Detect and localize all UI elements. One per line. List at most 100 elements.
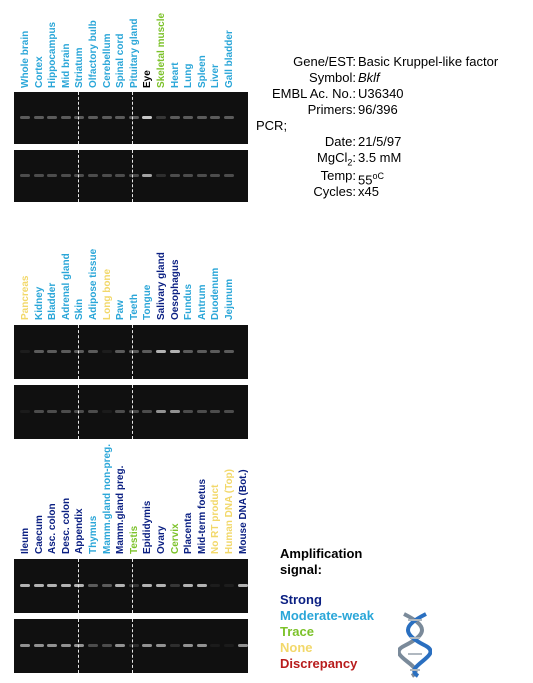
- signal-legend: Amplification signal: Strong Moderate-we…: [280, 546, 374, 672]
- dna-helix-icon: [398, 612, 432, 678]
- lane-divider: [78, 325, 79, 379]
- gel-band: [142, 116, 153, 119]
- lane-label: Ileum: [20, 527, 31, 554]
- lane-label: Heart: [169, 62, 181, 88]
- lane-label: Adipose tissue: [88, 248, 99, 320]
- lane-divider: [132, 92, 133, 144]
- gel-band: [20, 350, 30, 353]
- gel-band: [74, 644, 85, 647]
- lane-label: Eye: [142, 70, 154, 88]
- gel-band: [74, 584, 85, 587]
- gel-band: [74, 116, 85, 119]
- gel-band: [224, 116, 234, 119]
- gel-band: [196, 584, 207, 587]
- temp-value-unit: oC: [372, 171, 384, 181]
- mgcl-key: MgCl2:: [317, 149, 356, 172]
- gel-band: [156, 584, 166, 587]
- gel-band: [169, 350, 180, 353]
- gel-band: [115, 174, 126, 177]
- gel-band: [33, 584, 44, 587]
- gel-band: [115, 584, 126, 587]
- lane-label: Mamm.gland non-preg.: [101, 444, 113, 554]
- lane-label: Antrum: [196, 284, 208, 320]
- gel-band: [33, 174, 44, 177]
- lane-label: Tongue: [142, 284, 154, 320]
- gel-band: [169, 644, 180, 647]
- gel-band: [33, 410, 44, 413]
- gel-band: [33, 644, 44, 647]
- gel-band: [183, 644, 194, 647]
- lane-label: Mouse DNA (Bot.): [237, 469, 249, 554]
- lane-label: Lung: [183, 63, 195, 88]
- gel-band: [183, 350, 194, 353]
- lane-label: Placenta: [183, 512, 195, 554]
- lane-label: Salivary gland: [156, 252, 167, 320]
- legend-discrepancy: Discrepancy: [280, 656, 358, 671]
- lane-label: Testis: [128, 525, 140, 554]
- gel-band: [47, 644, 58, 647]
- gel-band: [74, 350, 85, 353]
- gel-band: [115, 644, 126, 647]
- gel-band: [60, 410, 71, 413]
- gel-band: [142, 584, 153, 587]
- gel-band: [183, 584, 194, 587]
- gel-band: [101, 584, 112, 587]
- gel-band: [47, 584, 58, 587]
- lane-label: Mamm.gland preg.: [115, 465, 127, 554]
- legend-title-line1: Amplification: [280, 546, 363, 561]
- gel-band: [128, 174, 139, 177]
- lane-divider: [78, 92, 79, 144]
- gel-band: [47, 174, 58, 177]
- gel-band: [169, 584, 180, 587]
- gel-band: [60, 584, 71, 587]
- gel-band: [101, 410, 112, 413]
- gel-band: [20, 644, 30, 647]
- gel-band: [196, 116, 207, 119]
- primers-value: 96/396: [358, 102, 398, 117]
- gel-band: [115, 116, 126, 119]
- gel-band: [210, 584, 221, 587]
- lane-divider: [78, 385, 79, 439]
- gel-band: [33, 116, 44, 119]
- gel-band: [156, 410, 166, 413]
- lane-label: Gall bladder: [224, 30, 235, 88]
- gel-band: [101, 116, 112, 119]
- gel-band: [128, 350, 139, 353]
- gel-band: [88, 350, 98, 353]
- mgcl-key-suffix: :: [352, 150, 356, 165]
- gel-band: [20, 584, 30, 587]
- embl-key: EMBL Ac. No.:: [271, 86, 356, 101]
- gel-band: [169, 174, 180, 177]
- lane-label: Pancreas: [20, 275, 31, 320]
- lane-label: Appendix: [74, 508, 86, 554]
- panel-2-gel-top: [14, 325, 248, 379]
- gel-band: [183, 410, 194, 413]
- gel-band: [33, 350, 44, 353]
- gel-band: [74, 410, 85, 413]
- panel-3-gel-top: [14, 559, 248, 613]
- lane-label: Ovary: [156, 525, 167, 554]
- gel-band: [156, 174, 166, 177]
- mgcl-key-prefix: MgCl: [317, 150, 348, 165]
- gel-band: [224, 350, 234, 353]
- pcr-key: PCR;: [256, 118, 288, 133]
- gel-band: [142, 644, 153, 647]
- gel-band: [88, 644, 98, 647]
- lane-label: Paw: [115, 299, 127, 320]
- lane-label: Long bone: [101, 268, 113, 320]
- gel-band: [224, 644, 234, 647]
- gel-band: [210, 350, 221, 353]
- panel-2-lane-labels: Pancreas Kidney Bladder Adrenal gland Skin Ad…: [20, 160, 262, 320]
- gel-band: [88, 410, 98, 413]
- lane-label: Spinal cord: [115, 33, 127, 88]
- gene-key: Gene/EST:: [293, 54, 356, 69]
- primers-key: Primers:: [307, 102, 356, 117]
- gel-band: [183, 116, 194, 119]
- lane-label: Mid brain: [60, 43, 72, 88]
- gel-band: [101, 350, 112, 353]
- lane-label: Skeletal muscle: [156, 12, 167, 88]
- lane-divider: [132, 619, 133, 673]
- lane-label: Bladder: [47, 282, 59, 320]
- panel-1-lane-labels: Whole brain Cortex Hippocampus Mid brain Str…: [20, 0, 262, 88]
- lane-label: Cortex: [33, 56, 45, 88]
